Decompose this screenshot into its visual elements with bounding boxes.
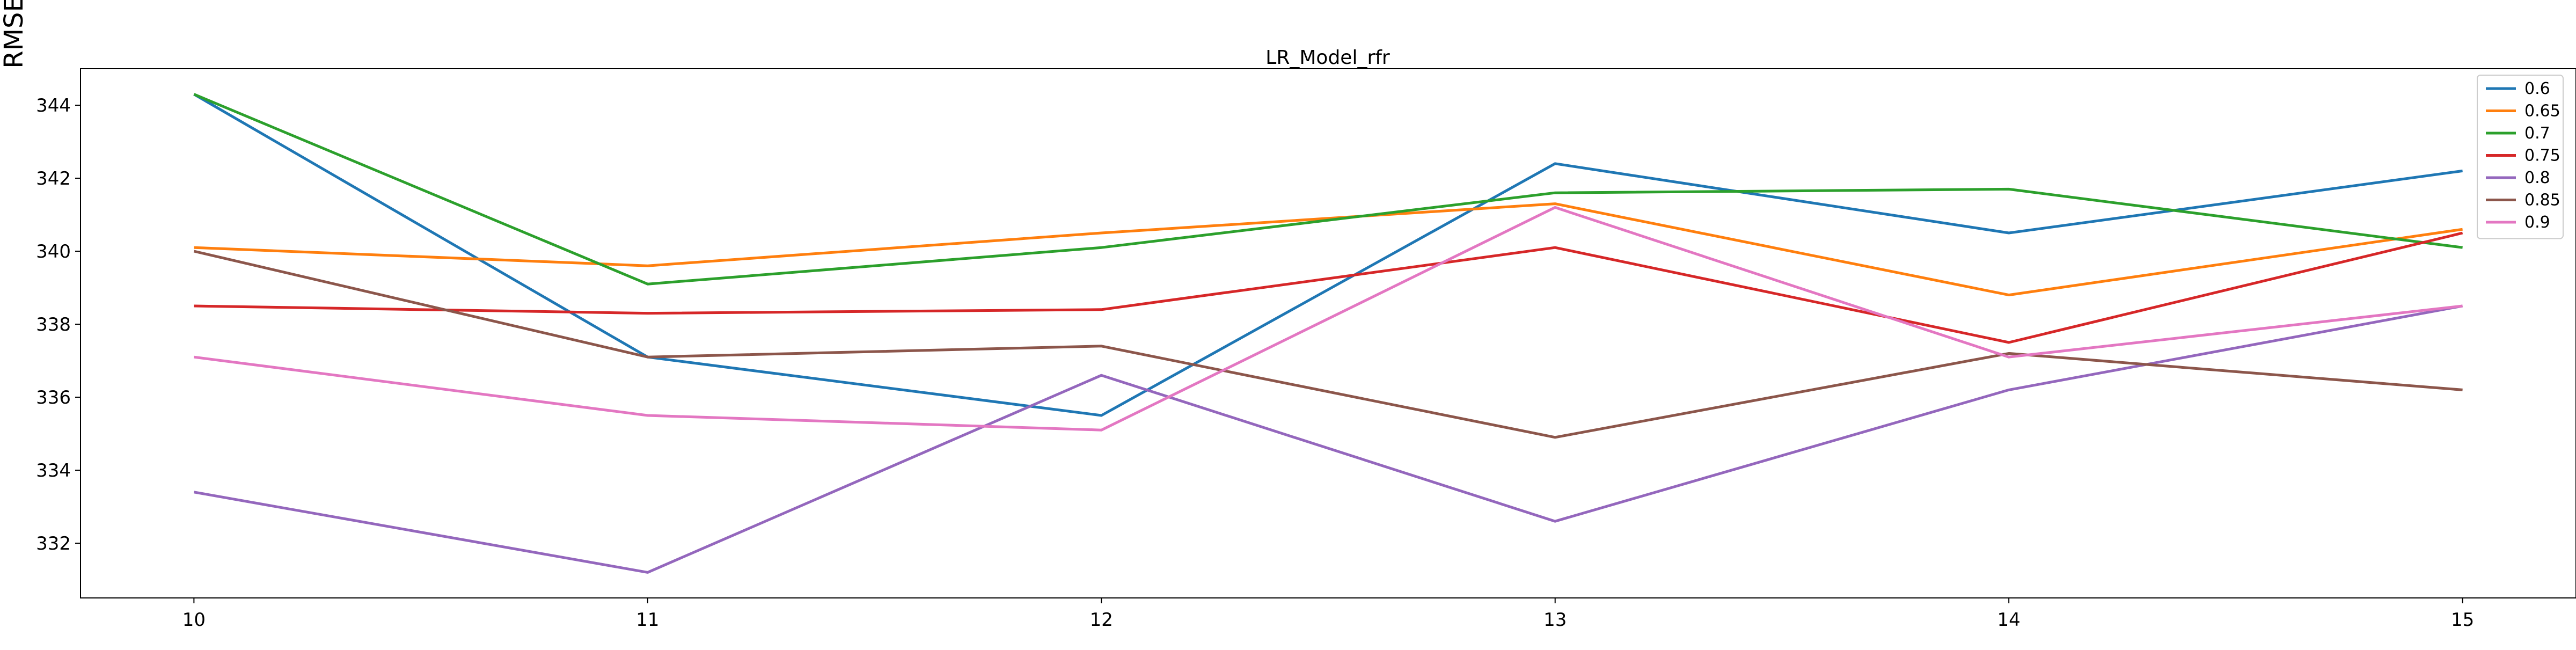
y-tick-label: 336 xyxy=(36,387,71,408)
series-line-0.7 xyxy=(193,93,2463,286)
y-tick-label: 342 xyxy=(36,168,71,189)
series-line-0.75 xyxy=(194,231,2463,344)
x-tick-label: 11 xyxy=(636,609,659,631)
legend-label: 0.9 xyxy=(2524,213,2550,232)
x-tick-label: 13 xyxy=(1543,609,1567,631)
series-line-0.8 xyxy=(193,304,2463,574)
legend-box xyxy=(2477,75,2564,239)
series-line-0.85 xyxy=(193,250,2463,439)
series-line-0.65 xyxy=(194,202,2463,297)
legend-label: 0.6 xyxy=(2524,79,2550,98)
chart-title: LR_Model_rfr xyxy=(1265,47,1390,69)
legend: 0.6 0.65 0.7 0.75 0.8 0.85 0.9 xyxy=(2477,75,2564,239)
plot-area-frame xyxy=(80,68,2576,598)
legend-label: 0.65 xyxy=(2524,102,2560,121)
legend-label: 0.7 xyxy=(2524,124,2550,143)
y-tick-label: 344 xyxy=(36,95,71,116)
x-tick-label: 12 xyxy=(1090,609,1113,631)
legend-label: 0.8 xyxy=(2524,169,2550,187)
y-tick-label: 334 xyxy=(36,460,71,481)
x-tick-label: 14 xyxy=(1997,609,2021,631)
series-line-0.6 xyxy=(193,93,2463,417)
y-axis-label: RMSE xyxy=(0,0,29,69)
y-tick-label: 340 xyxy=(36,241,71,262)
x-tick-label: 10 xyxy=(182,609,206,631)
series-lines xyxy=(193,93,2463,574)
y-tick-label: 332 xyxy=(36,533,71,554)
series-line-0.9 xyxy=(194,206,2463,432)
y-tick-label: 338 xyxy=(36,314,71,335)
y-axis-ticks: 332 334 336 338 340 342 344 xyxy=(36,95,80,554)
legend-label: 0.85 xyxy=(2524,191,2560,210)
x-tick-label: 15 xyxy=(2451,609,2474,631)
legend-label: 0.75 xyxy=(2524,147,2560,165)
x-axis-ticks: 10 11 12 13 14 15 xyxy=(182,598,2474,631)
